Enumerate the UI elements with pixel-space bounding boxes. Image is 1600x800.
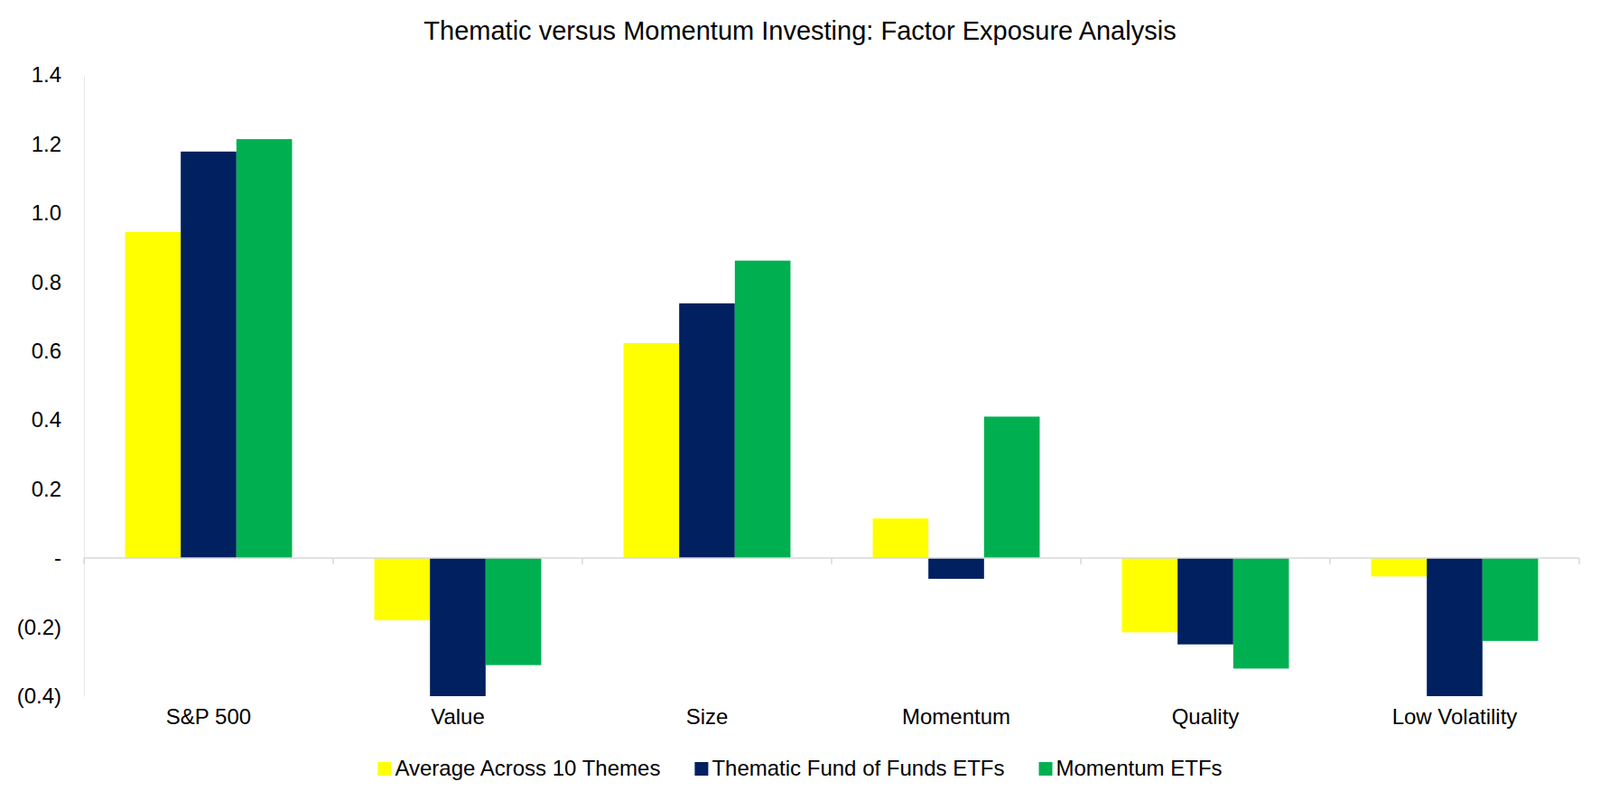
category-separator (1578, 558, 1581, 565)
y-tick: 0.8 (31, 269, 84, 295)
bar (1371, 558, 1428, 577)
bar (429, 558, 486, 697)
bar (236, 139, 293, 559)
category-separator (830, 558, 833, 565)
legend-label: Momentum ETFs (1056, 755, 1223, 781)
y-tick: 0.2 (31, 476, 84, 502)
bar (623, 343, 680, 559)
y-tick: 1.0 (31, 200, 84, 225)
y-tick: 1.2 (31, 131, 84, 157)
x-tick-label: Momentum (902, 704, 1011, 729)
y-tick-label: 1.2 (31, 131, 62, 157)
legend: Average Across 10 Themes Thematic Fund of… (377, 755, 1222, 781)
bar (125, 232, 182, 559)
y-tick-label: (0.4) (17, 683, 62, 708)
x-tick: Quality (1172, 696, 1240, 729)
category-separator (83, 558, 85, 565)
category-separator (332, 558, 335, 565)
bar (1122, 558, 1179, 633)
x-tick: S&P 500 (166, 696, 252, 729)
x-tick: Value (430, 696, 485, 729)
legend-item: Thematic Fund of Funds ETFs (694, 755, 1005, 781)
bar (485, 558, 542, 665)
bar-series (236, 139, 1539, 669)
bars (125, 139, 1539, 697)
legend-item: Average Across 10 Themes (377, 755, 661, 781)
y-axis: (0.4) (0.2) - 0.2 0.4 0.6 0.8 1.0 1.2 1.4 (17, 62, 85, 708)
x-tick-label: Low Volatility (1392, 704, 1518, 729)
x-tick-label: S&P 500 (166, 704, 252, 729)
y-tick-label: 0.8 (31, 269, 62, 295)
bar (180, 151, 237, 559)
y-axis-line (83, 75, 85, 698)
bar (1482, 558, 1539, 642)
category-separator (1079, 558, 1082, 565)
bar-series (180, 151, 1483, 697)
bar (679, 303, 735, 559)
y-tick: - (54, 545, 84, 570)
bar (928, 558, 985, 579)
zero-axis (83, 558, 1580, 565)
bar (873, 518, 930, 559)
x-tick-label: Quality (1172, 704, 1240, 729)
y-tick: (0.2) (17, 614, 84, 640)
legend-item: Momentum ETFs (1039, 755, 1223, 781)
bar (1177, 558, 1234, 645)
y-tick: 0.6 (31, 338, 84, 363)
bar (984, 416, 1041, 559)
category-separator (1329, 558, 1331, 565)
legend-swatch (694, 762, 708, 776)
bar (734, 260, 791, 559)
y-tick-label: 0.6 (31, 338, 62, 363)
legend-swatch (377, 762, 391, 776)
title: Thematic versus Momentum Investing: Fact… (423, 16, 1176, 46)
x-axis: S&P 500 Value Size Momentum Quality Low Volat… (166, 696, 1518, 729)
legend-swatch (1039, 762, 1053, 776)
x-tick: Low Volatility (1392, 696, 1518, 729)
y-tick-label: - (54, 545, 62, 570)
category-separator (581, 558, 584, 565)
chart-root: (0.4) (0.2) - 0.2 0.4 0.6 0.8 1.0 1.2 1.4 S&P 500 V… (0, 0, 1600, 800)
legend-label: Average Across 10 Themes (394, 755, 661, 781)
y-tick: (0.4) (17, 683, 84, 708)
bar (374, 558, 431, 621)
x-tick: Momentum (902, 696, 1011, 729)
y-tick: 1.4 (31, 62, 84, 87)
y-tick-label: 1.4 (31, 62, 62, 87)
bar (1426, 558, 1483, 697)
y-tick-label: 0.2 (31, 476, 62, 502)
x-tick-label: Value (430, 704, 485, 729)
x-tick-label: Size (686, 704, 729, 729)
y-tick-label: 0.4 (31, 407, 62, 432)
legend-label: Thematic Fund of Funds ETFs (711, 755, 1005, 781)
bar (1233, 558, 1290, 669)
plot: (0.4) (0.2) - 0.2 0.4 0.6 0.8 1.0 1.2 1.4 S&P 500 V… (17, 62, 1580, 729)
y-tick-label: 1.0 (31, 200, 62, 225)
y-tick: 0.4 (31, 407, 84, 432)
y-tick-label: (0.2) (17, 614, 62, 640)
x-tick: Size (686, 696, 729, 729)
